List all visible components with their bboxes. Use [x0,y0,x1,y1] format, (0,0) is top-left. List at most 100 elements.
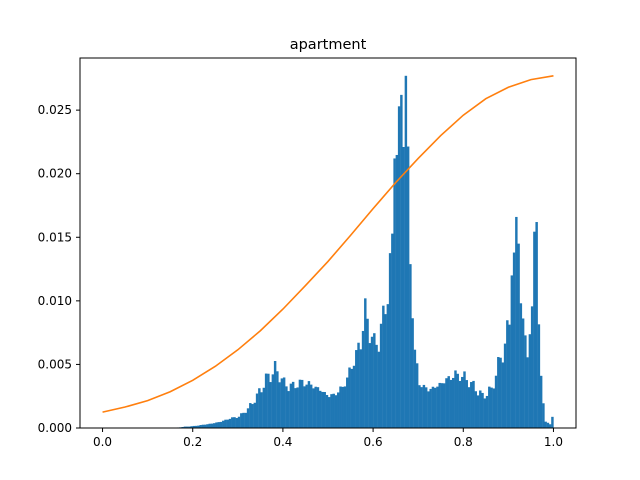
histogram-bar-139 [488,386,491,428]
histogram-bar-129 [465,380,468,428]
histogram-bar-121 [447,376,450,428]
histogram-bar-164 [544,421,547,428]
histogram-bar-56 [300,379,304,428]
histogram-bar-44 [273,360,277,428]
histogram-bar-109 [420,387,423,428]
histogram-bar-11 [199,425,202,428]
histogram-bar-29 [240,413,243,428]
histogram-bar-55 [298,379,302,428]
histogram-bar-78 [350,368,353,428]
histogram-bar-151 [515,216,518,428]
histogram-bar-27 [235,418,239,428]
histogram-bar-135 [479,390,482,428]
histogram-bar-160 [535,222,538,428]
histogram-bar-127 [461,376,464,428]
histogram-bar-38 [260,392,263,428]
histogram-bar-30 [242,412,245,428]
histogram-bar-63 [316,387,320,428]
histogram-bar-158 [530,306,534,428]
histogram-bar-103 [406,146,410,428]
histogram-bar-81 [357,342,360,428]
histogram-bar-95 [388,253,392,428]
histogram-bar-102 [404,75,408,428]
histogram-bar-143 [497,357,500,428]
histogram-bar-65 [321,391,324,428]
histogram-bar-149 [510,275,514,428]
histogram-bar-54 [296,387,299,428]
histogram-bar-91 [379,323,383,428]
histogram-bar-162 [539,375,543,428]
histogram-series [174,75,554,429]
histogram-bar-86 [368,343,372,428]
histogram-bar-152 [517,243,520,428]
histogram-bar-101 [402,147,405,429]
histogram-bar-144 [499,357,502,428]
histogram-bar-19 [217,422,220,428]
histogram-bar-82 [359,349,363,428]
x-tick-label: 0.4 [273,435,292,449]
histogram-bar-75 [343,386,347,428]
histogram-bar-163 [542,403,545,428]
histogram-bar-32 [246,408,250,428]
histogram-bar-14 [206,424,209,428]
histogram-bar-145 [501,362,505,428]
histogram-bar-43 [271,374,275,428]
histogram-bar-106 [413,349,417,428]
histogram-bar-99 [397,106,401,428]
histogram-bar-8 [192,425,196,428]
histogram-bar-10 [197,425,200,428]
histogram-bar-6 [188,426,191,428]
y-tick-label: 0.015 [38,230,72,244]
histogram-bar-97 [393,158,396,429]
histogram-bar-53 [294,388,297,428]
histogram-bar-146 [503,343,507,428]
histogram-bar-16 [210,423,214,428]
y-tick-label: 0.025 [38,103,72,117]
histogram-bar-112 [427,391,430,428]
histogram-bar-83 [361,330,365,428]
histogram-bar-60 [309,384,313,428]
histogram-bar-105 [411,318,414,428]
y-axis: 0.000 0.005 0.010 0.015 0.020 0.025 [38,103,80,435]
y-tick-label: 0.005 [38,357,72,371]
histogram-bar-20 [219,421,223,428]
histogram-bar-96 [391,233,394,428]
histogram-bar-87 [370,336,374,428]
histogram-bar-18 [215,422,218,428]
histogram-bar-148 [508,324,511,428]
histogram-bar-157 [528,334,532,428]
y-tick-label: 0.020 [38,167,72,181]
axes-frame [79,57,577,429]
histogram-bar-9 [194,425,198,428]
line-series [102,75,554,413]
histogram-bar-155 [524,335,527,428]
histogram-bar-138 [485,395,489,428]
histogram-bar-111 [424,387,428,428]
chart-title: apartment [290,37,367,53]
histogram-bar-116 [436,386,439,428]
histogram-bar-140 [490,387,493,428]
histogram-bar-150 [512,252,516,428]
histogram-bar-35 [253,402,257,428]
histogram-bar-68 [328,397,331,428]
histogram-bar-58 [305,384,308,428]
x-axis: 0.0 0.2 0.4 0.6 0.8 1.0 [93,428,563,449]
histogram-bar-153 [519,303,523,428]
histogram-bar-110 [422,384,426,428]
histogram-bar-15 [208,423,211,428]
histogram-bar-41 [267,373,270,428]
histogram-bar-62 [314,386,317,428]
histogram-bar-80 [355,350,358,428]
histogram-bar-7 [190,426,193,428]
x-tick-label: 0.8 [454,435,473,449]
histogram-bar-85 [366,318,369,428]
histogram-bar-123 [452,377,455,428]
x-tick-label: 0.6 [364,435,383,449]
histogram-bar-132 [472,380,475,428]
histogram-bar-142 [494,375,498,428]
histogram-bar-113 [429,388,432,428]
histogram-bar-5 [185,426,189,428]
histogram-bar-122 [449,379,453,428]
histogram-bar-92 [382,305,385,428]
